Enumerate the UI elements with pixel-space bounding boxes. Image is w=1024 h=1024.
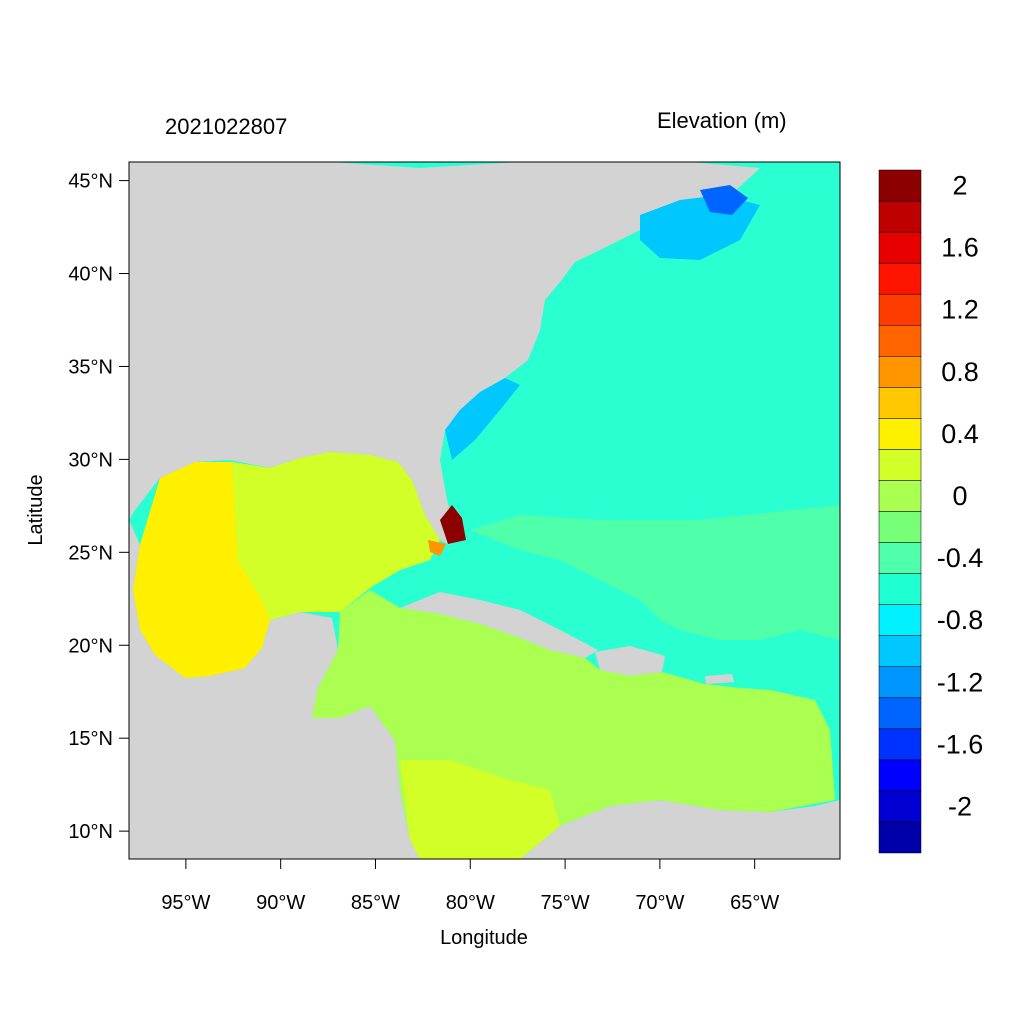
colorbar-segment xyxy=(878,759,922,792)
y-tick-label: 30°N xyxy=(68,449,113,471)
gulf-of-mexico-interior xyxy=(232,452,440,620)
south-america-land xyxy=(520,800,840,859)
north-america-land xyxy=(129,162,760,545)
colorbar-segment xyxy=(878,821,922,854)
colorbar-label: -2 xyxy=(948,791,972,821)
y-tick-label: 45°N xyxy=(68,171,113,193)
colorbar: -2 -1.6 -1.2 -0.8 -0.4 0 0.4 0.8 1.2 1.6 2 xyxy=(878,169,984,854)
x-axis-label: Longitude xyxy=(440,927,528,949)
colorbar-label: -0.4 xyxy=(937,543,984,573)
colorbar-segment xyxy=(878,387,922,419)
colorbar-segment xyxy=(878,169,922,202)
colorbar-segment xyxy=(878,418,922,450)
colorbar-segment xyxy=(878,697,922,730)
colorbar-label: 2 xyxy=(952,171,967,201)
timestamp-label: 2021022807 xyxy=(165,114,287,139)
southeast-coast-low xyxy=(445,378,520,460)
colorbar-label: 1.6 xyxy=(941,233,979,263)
gulf-of-mexico-west xyxy=(133,462,270,678)
colorbar-segment xyxy=(878,666,922,699)
y-tick-label: 35°N xyxy=(68,356,113,378)
cuba-land xyxy=(400,592,598,658)
x-tick-label: 65°W xyxy=(730,892,779,914)
colorbar-segment xyxy=(878,200,922,233)
y-tick-label: 40°N xyxy=(68,264,113,286)
y-tick-label: 20°N xyxy=(68,635,113,657)
colorbar-segment xyxy=(878,790,922,823)
x-tick-label: 85°W xyxy=(351,892,400,914)
colorbar-segment xyxy=(878,231,922,264)
puerto-rico-land xyxy=(705,674,734,684)
colorbar-segment xyxy=(878,604,922,636)
florida-surge-max xyxy=(440,505,466,544)
colorbar-segment xyxy=(878,511,922,543)
colorbar-label: 0.8 xyxy=(941,357,979,387)
hispaniola-land xyxy=(595,646,665,676)
axis-ticks: 95°W 90°W 85°W 80°W 75°W 70°W 65°W 45°N 40°N 35°N… xyxy=(68,171,779,914)
colorbar-segment xyxy=(878,262,922,295)
colorbar-segment xyxy=(878,324,922,357)
y-tick-label: 10°N xyxy=(68,821,113,843)
variable-title: Elevation (m) xyxy=(657,108,787,133)
colorbar-label: -0.8 xyxy=(937,605,984,635)
bahamas-banks xyxy=(470,505,840,640)
mexico-central-america-land xyxy=(129,520,420,859)
x-tick-label: 80°W xyxy=(446,892,495,914)
y-axis-label: Latitude xyxy=(25,474,47,545)
map-frame xyxy=(128,161,841,860)
colorbar-segment xyxy=(878,573,922,605)
y-tick-label: 15°N xyxy=(68,728,113,750)
x-tick-label: 75°W xyxy=(541,892,590,914)
colorbar-label: 0 xyxy=(952,481,967,511)
x-tick-label: 70°W xyxy=(635,892,684,914)
southwest-caribbean xyxy=(400,760,560,859)
colorbar-label: -1.2 xyxy=(937,667,984,697)
colorbar-segment xyxy=(878,449,922,481)
colorbar-segment xyxy=(878,542,922,574)
colorbar-segment xyxy=(878,356,922,388)
colorbar-segment xyxy=(878,728,922,761)
colorbar-label: 0.4 xyxy=(941,419,979,449)
x-tick-label: 95°W xyxy=(161,892,210,914)
colorbar-label: -1.6 xyxy=(937,729,984,759)
map-panel xyxy=(128,161,841,860)
x-tick-label: 90°W xyxy=(256,892,305,914)
colorbar-segment xyxy=(878,635,922,667)
colorbar-segment xyxy=(878,480,922,512)
colorbar-segment xyxy=(878,293,922,326)
colorbar-label: 1.2 xyxy=(941,295,979,325)
florida-keys-surge xyxy=(428,540,446,556)
y-tick-label: 25°N xyxy=(68,542,113,564)
nova-scotia-core xyxy=(700,185,748,215)
